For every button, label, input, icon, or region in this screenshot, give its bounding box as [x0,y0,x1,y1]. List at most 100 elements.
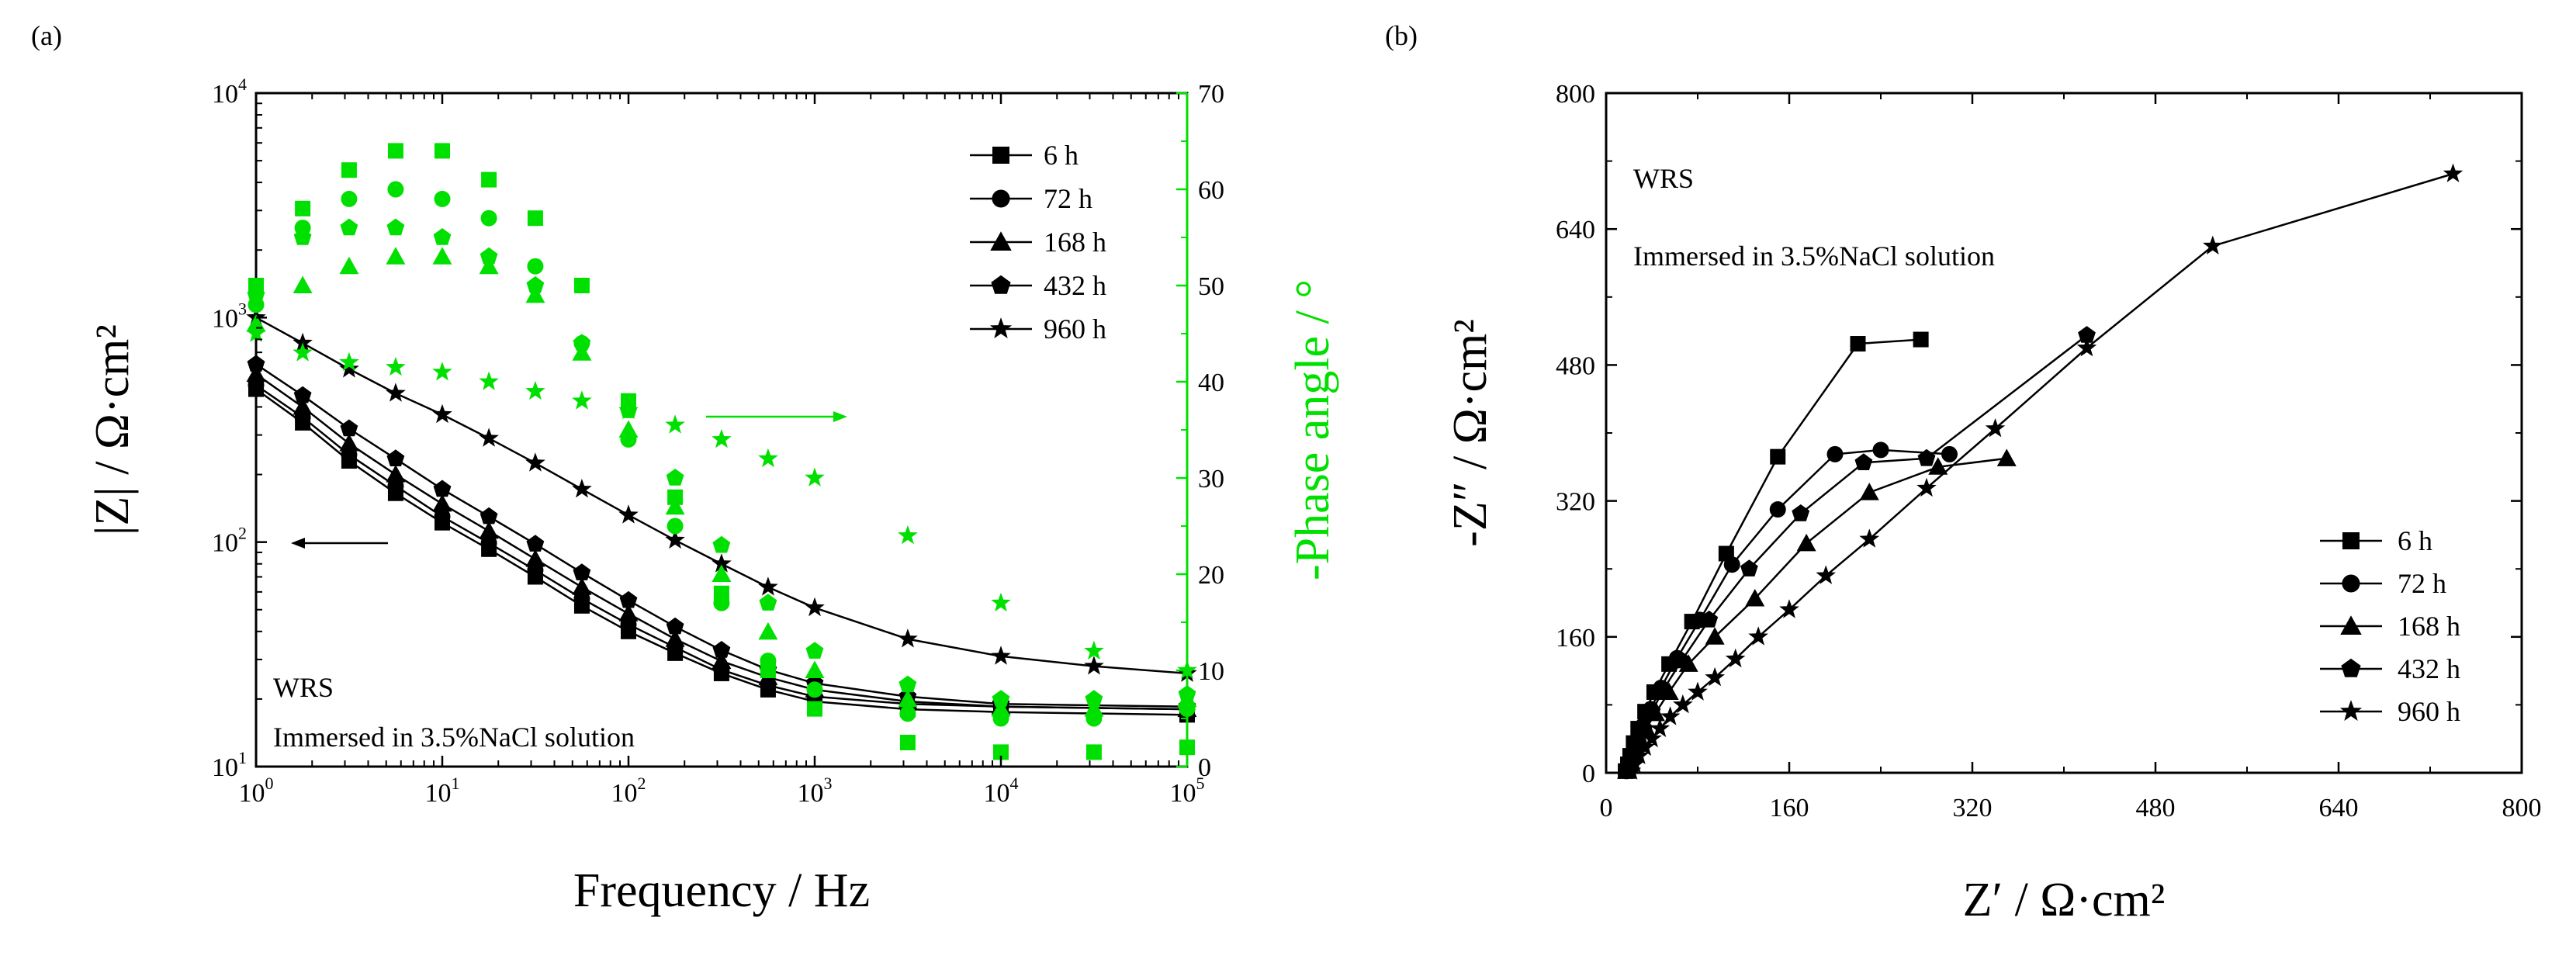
phase-point [339,351,359,372]
impedance-point [712,641,731,658]
condition-annotation-b: Immersed in 3.5%NaCl solution [1633,241,1995,272]
x-axis-label-b: Z′ / Ω·cm² [1963,874,2166,926]
phase-point [712,564,732,582]
nyquist-point [2443,163,2463,182]
phase-point [386,218,405,236]
impedance-point [572,577,592,595]
nyquist-point [1635,719,1653,736]
impedance-point [293,386,312,403]
phase-point [712,535,731,553]
nyquist-plot: 0 160 320 480 640 800 0 160 320 480 640 800 Z′ / Ω·… [1444,80,2542,926]
phase-point [387,143,403,159]
right-axis-arrow [706,411,847,422]
nyquist-point [1705,667,1725,687]
phase-point [618,400,639,420]
impedance-point [247,355,265,372]
legend-label: 168 h [1044,227,1106,258]
impedance-point [991,646,1011,665]
y-right-tick-label: 50 [1198,272,1224,301]
legend-marker [2340,615,2362,635]
nyquist-point [1996,448,2017,466]
legend-label: 72 h [2398,568,2446,599]
impedance-point [432,403,452,424]
nyquist-point [2076,338,2097,357]
legend-a: 6 h 72 h 168 h 432 h 960 h [970,140,1106,345]
nyquist-point [1985,418,2006,438]
phase-point [665,414,685,434]
nyquist-point [2202,235,2223,254]
panel-label-b: (b) [1385,20,1418,51]
y-tick-label-b: 800 [1556,80,1595,109]
phase-point [1084,699,1104,717]
x-tick-label-a: 105 [1170,774,1205,808]
phase-point [527,210,543,227]
phase-point [572,343,592,361]
phase-point [527,258,544,275]
phase-point [758,621,778,640]
phase-point [293,275,313,293]
phase-point [433,228,452,245]
impedance-point [340,419,358,437]
x-tick-label-a: 103 [798,774,833,808]
impedance-point [898,628,918,648]
nyquist-series-6h [1618,331,1929,779]
phase-point [667,518,684,535]
phase-point [758,448,778,468]
phase-point [246,323,266,342]
phase-point [526,276,545,293]
legend-marker [2339,700,2363,721]
phase-point [341,190,358,207]
x-tick-label-b: 0 [1600,794,1613,822]
nyquist-point [1816,565,1836,584]
impedance-point [433,480,452,497]
sample-annotation-a: WRS [273,672,334,703]
impedance-point [246,364,266,383]
nyquist-line [1624,338,1921,772]
y-tick-label-b: 640 [1556,216,1595,244]
impedance-line [255,373,1188,711]
y-axis-label-b: -Z″ / Ω·cm² [1444,319,1497,547]
nyquist-point [1672,651,1691,669]
phase-point [295,200,311,216]
phase-point [899,735,916,750]
impedance-point [386,449,405,466]
nyquist-point [1826,445,1844,462]
phase-point [432,362,452,381]
phase-point [387,181,404,198]
y-right-tick-label: 20 [1198,561,1224,590]
nyquist-point [1748,626,1768,646]
phase-point [479,371,499,390]
y-right-tick-label: 10 [1198,657,1224,686]
phase-point [573,334,591,351]
panel-label-a: (a) [31,20,62,51]
nyquist-point [1642,728,1662,748]
impedance-point [480,507,498,525]
legend-marker [992,147,1009,164]
impedance-point [293,332,313,352]
nyquist-point [1660,706,1681,725]
phase-point [1085,690,1103,707]
impedance-point [618,504,639,524]
phase-point [573,278,590,293]
phase-point [898,689,918,708]
legend-marker [2342,574,2360,593]
impedance-line [255,384,1188,711]
impedance-point [758,576,778,596]
nyquist-point [1723,556,1740,573]
impedance-point [293,396,313,415]
impedance-point [339,434,359,452]
phase-point [339,256,359,275]
impedance-point [665,629,685,647]
nyquist-point [1654,680,1673,698]
impedance-point [805,597,825,617]
legend-marker [992,189,1010,208]
phase-point [898,525,918,545]
y-axis-label-left: |Z| / Ω·cm² [86,324,139,535]
legend-label: 432 h [2398,653,2460,684]
x-tick-label-b: 160 [1770,794,1809,822]
phase-point [340,218,358,236]
impedance-point [712,651,732,670]
nyquist-line [1626,334,2088,772]
